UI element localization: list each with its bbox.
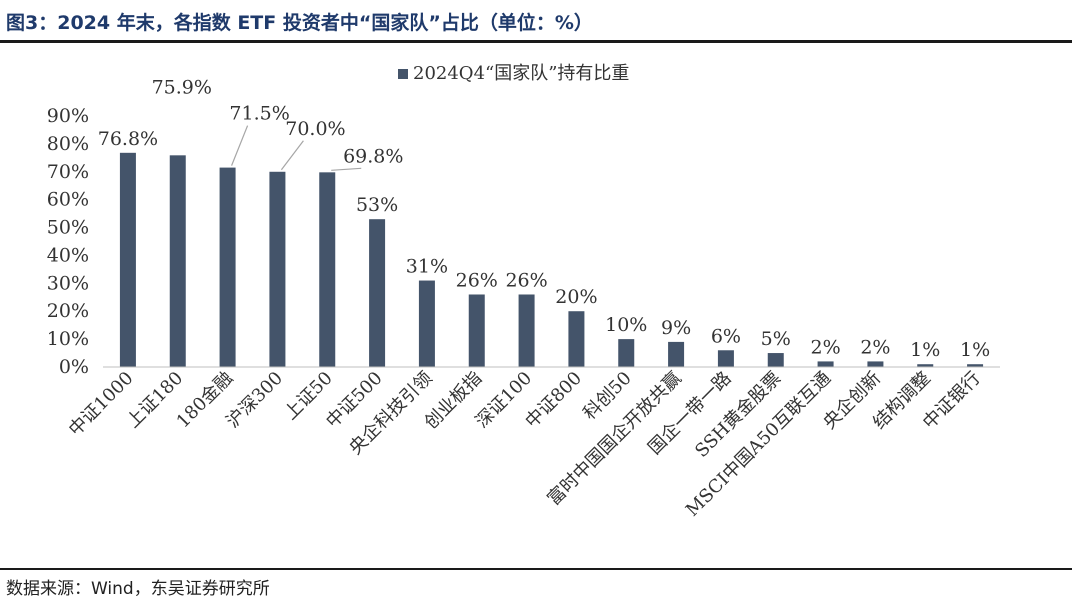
x-tick-label: 中证800 [521,368,586,433]
y-tick-label: 30% [47,272,89,294]
data-label: 2% [860,336,890,358]
bar [867,361,884,367]
bar [518,294,535,367]
y-tick-label: 20% [47,300,89,322]
bar [717,350,734,367]
data-label: 6% [711,325,741,347]
bar [369,219,386,367]
data-label: 9% [661,317,691,339]
legend-swatch [398,69,408,79]
bar [269,171,286,367]
data-label: 26% [456,269,498,291]
data-label: 75.9% [152,76,212,98]
data-label: 31% [406,256,448,278]
bar [917,364,934,367]
y-tick-label: 10% [47,328,89,350]
bar [668,341,685,367]
legend-label: 2024Q4“国家队”持有比重 [413,63,629,84]
data-label: 26% [505,269,547,291]
data-label: 5% [761,328,791,350]
y-tick-label: 60% [47,189,89,211]
figure-header: 图3：2024 年末，各指数 ETF 投资者中“国家队”占比（单位：%） [0,0,1080,40]
bar [418,280,435,367]
bar [817,361,834,367]
data-label: 1% [910,339,940,361]
data-label: 53% [356,194,398,216]
leader-line [331,167,362,171]
data-label: 71.5% [229,103,289,125]
y-tick-label: 40% [47,244,89,266]
label-leader-lines [231,125,362,171]
bar [219,167,236,367]
x-axis-labels: 中证1000上证180180金融沪深300上证50中证500央企科技引领创业板指… [65,367,985,521]
figure-title: 图3：2024 年末，各指数 ETF 投资者中“国家队”占比（单位：%） [6,12,593,34]
bar [119,152,136,367]
bar [767,353,784,367]
bar [618,339,635,367]
data-label: 20% [555,286,597,308]
x-tick-label: 中证1000 [65,368,138,441]
data-label: 70.0% [285,118,345,140]
data-label: 1% [960,339,990,361]
leader-line [280,140,304,171]
bar-chart: 2024Q4“国家队”持有比重 0% 10% 20% 30% 40% 50% 60% 70% 8… [47,63,1000,521]
data-label: 2% [811,336,841,358]
top-divider [0,40,1072,43]
bars [119,152,984,367]
data-label: 76.8% [98,128,158,150]
chart-legend: 2024Q4“国家队”持有比重 [398,63,629,84]
y-tick-label: 80% [47,133,89,155]
y-axis: 0% 10% 20% 30% 40% 50% 60% 70% 80% 90% [47,105,89,378]
data-label: 10% [605,314,647,336]
bottom-divider [0,568,1072,570]
bar [568,311,585,367]
data-labels: 76.8% 75.9% 71.5%70.0% 69.8% 53% 31% 26% 26% 20%… [98,76,990,361]
y-tick-label: 50% [47,217,89,239]
bar [468,294,485,367]
x-tick-label: 沪深300 [222,368,287,433]
data-label: 69.8% [343,145,403,167]
bar [319,172,336,367]
source-note: 数据来源：Wind，东吴证券研究所 [6,579,270,599]
bar [967,364,984,367]
bar [169,155,186,367]
y-tick-label: 90% [47,105,89,127]
leader-line [231,125,249,166]
y-tick-label: 70% [47,161,89,183]
y-tick-label: 0% [59,356,89,378]
